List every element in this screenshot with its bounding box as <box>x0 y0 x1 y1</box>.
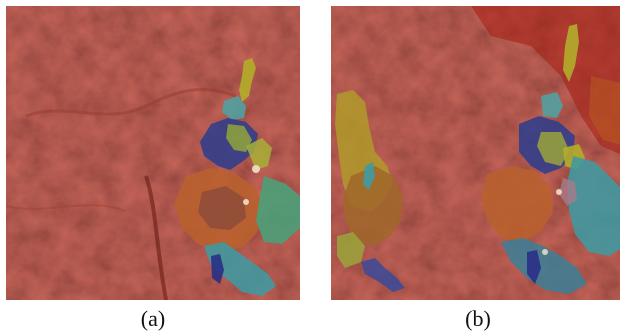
segment-blue-left <box>361 258 405 292</box>
segment-orange <box>481 166 553 242</box>
segment-cyan <box>204 242 276 296</box>
segment-red <box>471 6 620 154</box>
segment-green <box>256 176 300 244</box>
panel-caption-a: (a) <box>140 306 166 331</box>
segment-blue <box>501 238 587 294</box>
segment-olive-left <box>337 232 365 268</box>
segment-teal-left <box>363 162 375 190</box>
segment-yellow <box>563 24 579 82</box>
segment-olive <box>537 132 569 166</box>
segment-mauve <box>559 178 577 206</box>
ridge-line <box>144 175 168 300</box>
bright-spot <box>252 165 260 173</box>
segment-indigo <box>211 254 224 284</box>
bright-spot <box>542 249 548 255</box>
segmentation-panel-a <box>6 6 300 300</box>
panel-caption-b: (b) <box>465 306 491 331</box>
ridge-line <box>25 87 237 118</box>
segment-yellow <box>239 58 256 102</box>
bright-spot <box>556 189 562 195</box>
segment-yellow-green <box>246 138 272 170</box>
segment-cyan <box>567 156 620 256</box>
segmentation-image-a <box>6 6 300 300</box>
segment-brown-left <box>343 166 403 246</box>
segment-indigo <box>527 250 541 284</box>
segment-teal <box>541 92 563 118</box>
segment-olive <box>226 124 252 152</box>
segment-brown <box>198 186 246 230</box>
segmentation-image-b <box>331 6 620 300</box>
segment-teal <box>222 96 246 120</box>
bright-spot <box>243 199 249 205</box>
ridge-line <box>6 204 127 212</box>
segmentation-panel-b <box>331 6 620 300</box>
segment-orange-edge <box>589 76 620 145</box>
